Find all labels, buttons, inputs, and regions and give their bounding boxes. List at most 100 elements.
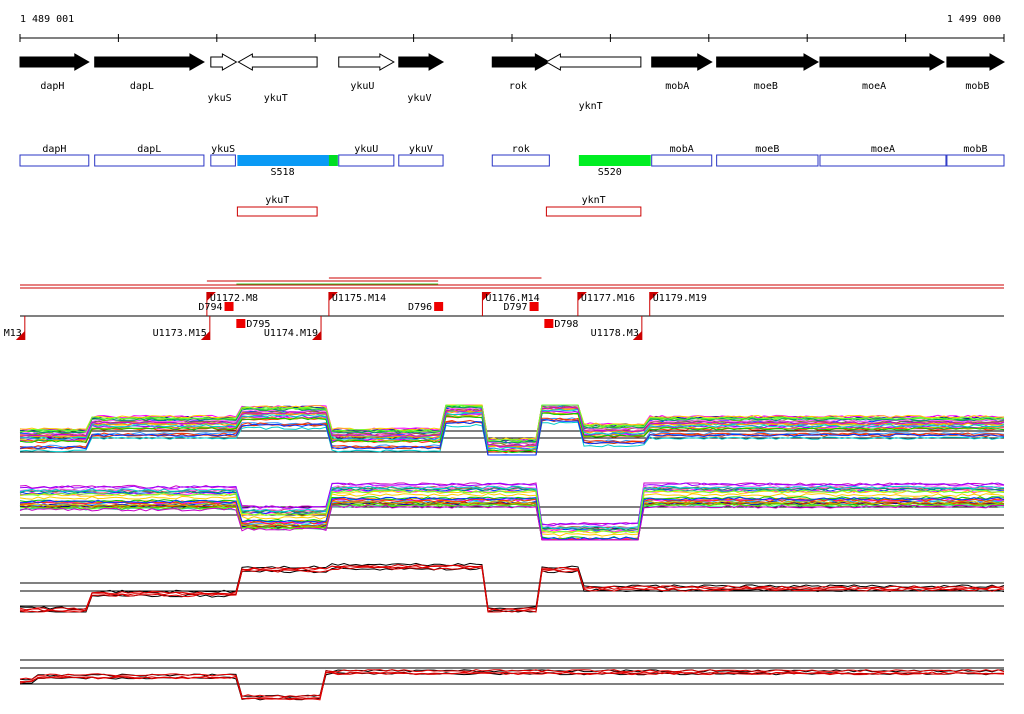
segment-label: U1176.M14 [485,293,539,304]
cds-box [398,154,444,167]
segment-label: U1178.M3 [591,328,639,339]
antisense-label: yknT [582,195,606,206]
cds-label: moeA [871,144,895,155]
gene-label: rok [509,81,527,92]
gene-label: ykuV [407,93,431,104]
expression-profile-line [19,485,1005,530]
gene-arrow [94,53,205,71]
expression-profile-line [19,489,1005,534]
cds-box [19,154,90,167]
expression-profile-line [19,498,1005,541]
cds-box [94,154,205,167]
expression-profile-line [19,564,1005,612]
gene-label: dapL [130,81,154,92]
feature-box [237,155,338,166]
feature-track: S518 S520 [237,155,651,178]
ruler-start-label: 1 489 001 [20,14,74,25]
expression-profile-line [19,404,1005,445]
cds-label: mobA [670,144,694,155]
gene-arrow [210,53,238,71]
downshift-label: D795 [246,319,270,330]
expression-profile-line [20,671,1005,700]
expression-profile-line [19,502,1005,541]
segment-flag [328,292,338,301]
expression-profile-line [19,672,1005,701]
segment-flag [649,292,659,301]
gene-label: dapH [40,81,64,92]
expression-profile-line [19,504,1005,541]
downshift-label: D794 [198,302,222,313]
expression-profile-line [20,404,1005,442]
gene-label: ykuU [350,81,374,92]
expression-profile-line [19,482,1005,527]
segment-flag [200,331,210,340]
segment-label: U1175.M14 [332,293,386,304]
ruler-ticks [19,34,1005,42]
expression-profile-line [19,490,1005,534]
gene-arrow [819,53,945,71]
expression-profile-line [19,564,1004,611]
segment-flag [632,331,642,340]
cds-label: rok [512,144,530,155]
gene-label: yknT [579,101,603,112]
antisense-track: ykuT yknT [236,195,642,217]
antisense-box [545,206,642,217]
expression-profile-line [19,562,1005,610]
cds-box [716,154,819,167]
expression-panel [19,404,1005,456]
antisense-label: ykuT [265,195,289,206]
cds-label: ykuU [354,144,378,155]
cds-box [946,154,1005,167]
segment-flag [577,292,587,301]
gene-arrow [338,53,395,71]
gene-label: moeA [862,81,886,92]
gene-label: ykuT [264,93,288,104]
antisense-box [236,206,318,217]
expression-profile-line [19,493,1005,537]
expression-panel [19,482,1005,541]
expression-profile-line [19,566,1005,613]
expression-profile-line [19,500,1005,541]
downshift-marker [544,319,554,328]
cds-label: mobB [963,144,987,155]
downshift-label: D798 [554,319,578,330]
segment-flag [15,331,25,340]
cds-box [338,154,395,167]
gene-arrow [491,53,551,71]
gene-label: mobA [665,81,689,92]
expression-profile-line [19,406,1005,448]
downshift-label: D796 [408,302,432,313]
feature-label: S518 [271,167,295,178]
segment-label: M13 [4,328,22,339]
cds-label: moeB [755,144,779,155]
feature-box [578,155,651,166]
cds-box [210,154,236,167]
cds-label: ykuS [211,144,235,155]
downshift-label: D797 [504,302,528,313]
cds-box [491,154,550,167]
segment-label: U1179.M19 [653,293,707,304]
cds-box [819,154,947,167]
gene-arrow [237,53,318,71]
segment-flag [482,292,492,301]
gene-arrow [716,53,820,71]
downshift-marker [224,302,234,311]
segment-label: U1172.M8 [210,293,258,304]
cds-label: dapH [42,144,66,155]
expression-profile-line [19,496,1005,541]
gene-arrow [398,53,445,71]
expression-panels [19,404,1005,701]
segmentation-track: U1172.M8 U1175.M14 U1176.M14 U1177.M16 U1179… [4,277,1004,340]
cds-box [651,154,713,167]
cds-label: ykuV [409,144,433,155]
downshift-marker [236,319,246,328]
segment-flag [206,292,216,301]
gene-arrow-track: dapH dapL ykuS ykuT ykuU ykuV rok yknT mobA moeB m… [19,53,1006,112]
expression-profile-line [19,404,1005,444]
segment-label: U1177.M16 [581,293,635,304]
gene-arrow [19,53,90,71]
cds-box-track: dapH dapL ykuS ykuU ykuV rok mobA moeB moeA mobB [19,144,1005,167]
gene-label: ykuS [208,93,232,104]
coordinate-ruler: 1 489 001 1 499 000 [19,14,1005,42]
